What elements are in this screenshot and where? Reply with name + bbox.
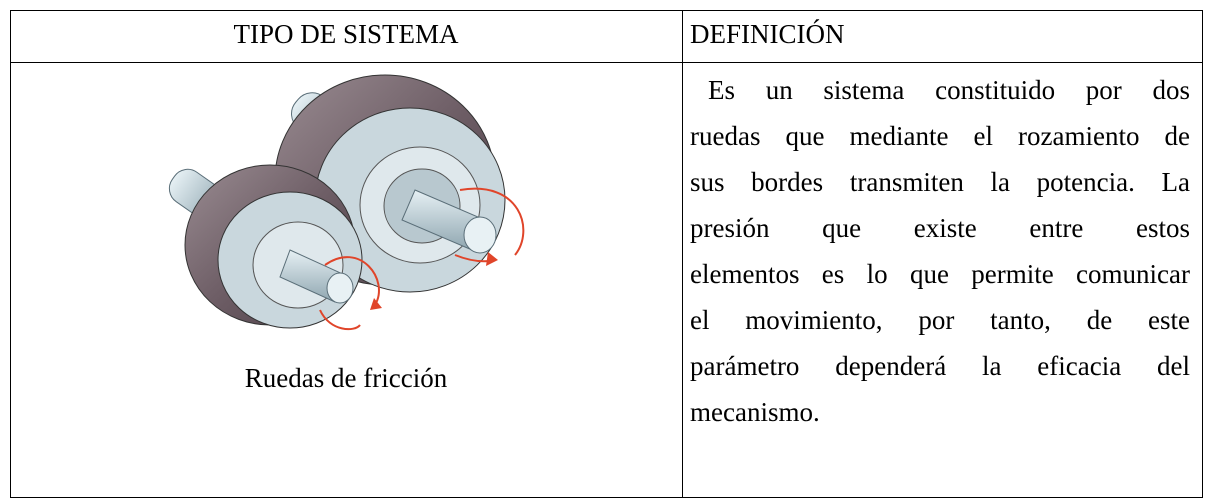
definition-line: parámetro dependerá la eficacia del — [690, 351, 1190, 381]
table-border — [1202, 10, 1203, 497]
definition-cell: Es un sistema constituido por dos ruedas … — [690, 72, 1190, 440]
table-border — [10, 62, 1203, 63]
definition-line: el movimiento, por tanto, de este — [690, 305, 1190, 335]
system-name: Ruedas de fricción — [244, 363, 448, 393]
definition-line: sus bordes transmiten la potencia. La — [690, 167, 1190, 197]
definition-line: mecanismo. — [690, 397, 820, 427]
header-cell: TIPO DE SISTEMA — [233, 19, 459, 49]
definition-line: elementos es lo que permite comunicar — [690, 259, 1190, 289]
definition-line: Es un sistema constituido por dos — [708, 75, 1190, 105]
table-border — [10, 10, 1203, 11]
table-border — [682, 10, 683, 497]
header-cell: DEFINICIÓN — [690, 19, 845, 49]
definition-line: presión que existe entre estos — [690, 213, 1190, 243]
definition-line: ruedas que mediante el rozamiento de — [690, 121, 1190, 151]
table-border — [10, 497, 1203, 498]
table-border — [10, 10, 11, 497]
friction-wheels-illustration — [168, 74, 525, 331]
